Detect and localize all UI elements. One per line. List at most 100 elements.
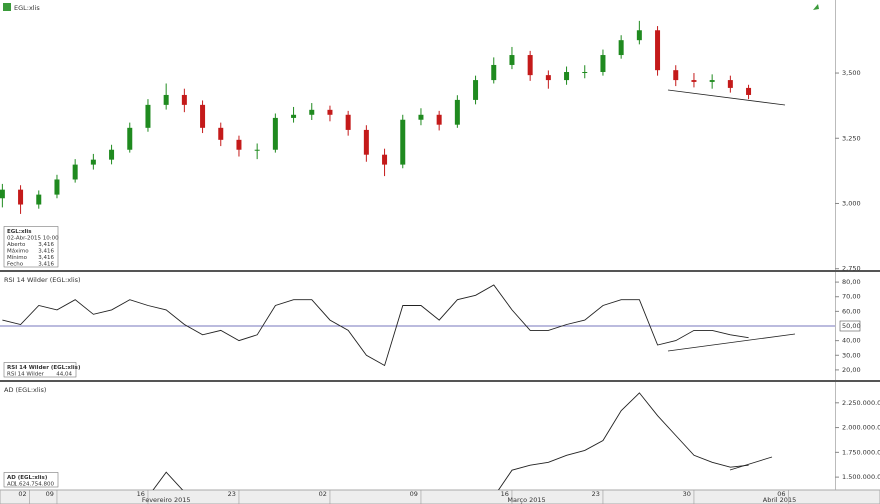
y-tick-label: 1.500.000.000 <box>842 473 880 481</box>
candle-body <box>564 72 570 81</box>
x-tick-label: 16 <box>137 490 145 498</box>
info-value: 3,416 <box>38 262 54 268</box>
info-box-frame <box>3 362 77 378</box>
plot <box>0 20 752 214</box>
x-tick-label: 09 <box>46 490 54 498</box>
y-tick-label: 3,250 <box>842 134 861 142</box>
info-label: AD <box>7 482 15 488</box>
panel-separator <box>0 270 880 272</box>
info-date: 02-Abr-2015 10:00 <box>7 236 59 242</box>
trend-icon[interactable] <box>813 4 819 10</box>
candle-body <box>727 80 733 88</box>
candle-body <box>291 114 297 118</box>
candle-body <box>618 40 624 56</box>
y-tick-label: 3,500 <box>842 69 861 77</box>
x-month-label: Abril 2015 <box>763 496 796 504</box>
indicator-line <box>2 284 749 367</box>
x-tick-label: 06 <box>777 490 785 498</box>
reference-label: 50,00 <box>842 322 861 330</box>
x-month-label: Março 2015 <box>507 496 545 504</box>
info-label: RSI 14 Wilder <box>7 372 45 378</box>
candle-body <box>0 189 5 199</box>
y-tick-label: 1.750.000.000 <box>842 448 880 456</box>
candle-body <box>363 129 369 155</box>
info-label: Máximo <box>7 248 29 255</box>
candle-body <box>163 94 169 105</box>
candle-body <box>418 114 424 120</box>
symbol-icon[interactable] <box>3 3 11 11</box>
candle-body <box>90 159 96 165</box>
candle-body <box>254 149 260 151</box>
trend-line <box>667 89 786 106</box>
candle-body <box>109 149 115 160</box>
candle-body <box>400 119 406 165</box>
indicator-line <box>152 392 749 490</box>
info-label: Mínimo <box>7 254 28 261</box>
x-tick-label: 02 <box>319 490 327 498</box>
info-title: RSI 14 Wilder (EGL:xlis) <box>7 365 81 371</box>
candle-body <box>200 104 206 128</box>
candle-body <box>509 55 515 65</box>
candle-body <box>527 55 533 76</box>
y-tick-label: 20,00 <box>842 366 861 374</box>
reference-label-box <box>839 320 861 332</box>
candle-body <box>636 30 642 41</box>
candle-body <box>145 104 151 128</box>
y-tick-label: 2.000.000.000 <box>842 424 880 432</box>
panel-title[interactable]: RSI 14 Wilder (EGL:xlis) <box>4 276 81 284</box>
x-axis-strip <box>0 489 880 504</box>
info-box-frame <box>3 472 59 488</box>
candle-body <box>218 127 224 140</box>
x-tick-label: 02 <box>18 490 26 498</box>
y-tick-label: 80,00 <box>842 278 861 286</box>
chart-layer: EGL:xlis3,5003,2503,0002,750EGL:xlis02-A… <box>0 4 880 504</box>
info-value: 44,04 <box>56 372 72 378</box>
y-tick-label: 70,00 <box>842 293 861 301</box>
info-value: 3,416 <box>38 255 54 261</box>
trend-line <box>667 333 796 352</box>
candle-body <box>491 64 497 81</box>
candle-body <box>18 189 24 205</box>
panel-title[interactable]: AD (EGL:xlis) <box>4 386 46 394</box>
candle-body <box>382 154 388 165</box>
y-tick-label: 2,750 <box>842 265 861 273</box>
panel-title[interactable]: EGL:xlis <box>14 4 40 12</box>
info-title: EGL:xlis <box>7 229 32 235</box>
candle-body <box>72 164 78 180</box>
candle-body <box>345 114 351 130</box>
x-tick-label: 16 <box>501 490 509 498</box>
info-label: Fecho <box>7 262 24 268</box>
candle-body <box>545 75 551 81</box>
panel-separator <box>0 380 880 382</box>
candle-body <box>309 109 315 115</box>
y-tick-label: 3,000 <box>842 199 861 207</box>
candle-body <box>327 109 333 115</box>
candle-body <box>691 80 697 82</box>
candle-body <box>181 94 187 105</box>
info-box-frame <box>3 226 59 268</box>
x-tick-label: 23 <box>228 490 236 498</box>
plot <box>2 284 749 367</box>
x-tick-label: 23 <box>592 490 600 498</box>
candle-body <box>582 72 588 73</box>
candle-body <box>272 117 278 150</box>
candle-body <box>473 80 479 100</box>
info-value: 3,416 <box>38 242 54 248</box>
candle-body <box>454 99 460 125</box>
info-box: RSI 14 Wilder (EGL:xlis)RSI 14 Wilder 44,… <box>3 362 81 378</box>
candle-body <box>673 70 679 81</box>
info-value: 1.624.754.800 <box>14 482 55 488</box>
candle-body <box>436 114 442 125</box>
trend-line <box>729 456 773 471</box>
plot <box>152 392 749 490</box>
x-tick-label: 30 <box>683 490 691 498</box>
x-month-label: Fevereiro 2015 <box>142 496 191 504</box>
x-tick-label: 09 <box>410 490 418 498</box>
candle-body <box>709 80 715 82</box>
candle-body <box>127 127 133 150</box>
candle-body <box>54 179 60 195</box>
